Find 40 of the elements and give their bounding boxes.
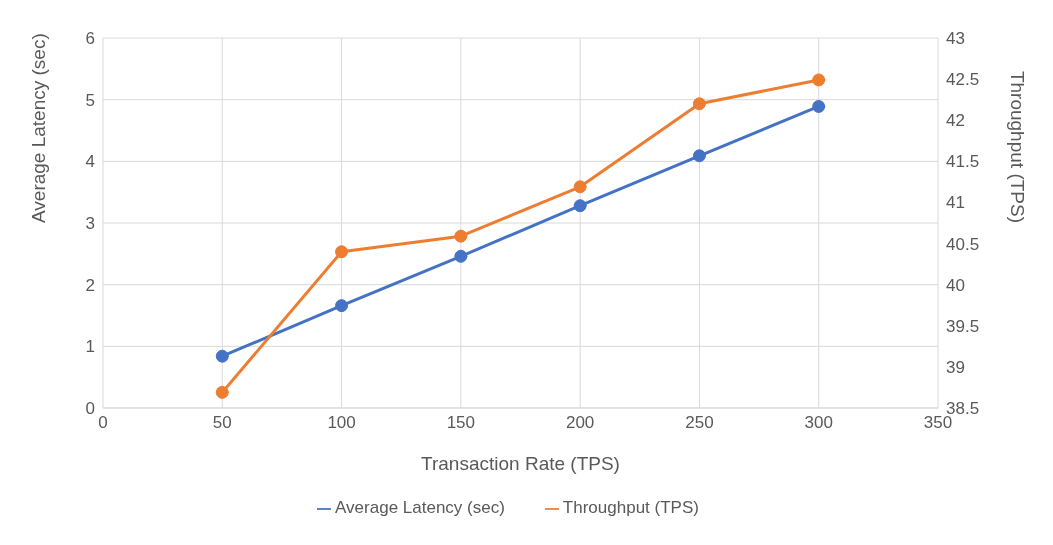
- point: [573, 199, 587, 213]
- y-tick-label: 1: [85, 337, 95, 357]
- x-tick-label: 150: [446, 413, 476, 433]
- y2-tick-label: 41: [946, 193, 965, 213]
- y-tick-label: 2: [85, 275, 95, 295]
- y2-tick-label: 42.5: [946, 70, 980, 90]
- point: [812, 73, 826, 87]
- point: [335, 299, 349, 313]
- point: [812, 99, 826, 113]
- y2-tick-label: 39: [946, 357, 965, 377]
- y-tick-label: 3: [85, 214, 95, 234]
- y2-tick-label: 41.5: [946, 152, 980, 172]
- point: [335, 245, 349, 259]
- point: [215, 349, 229, 363]
- point: [215, 385, 229, 399]
- point: [573, 180, 587, 194]
- x-tick-label: 200: [565, 413, 595, 433]
- y-tick-label: 6: [85, 29, 95, 49]
- y2-tick-label: 40.5: [946, 234, 980, 254]
- y2-tick-label: 40: [946, 275, 965, 295]
- y-tick-label: 5: [85, 90, 95, 110]
- x-axis-title: Transaction Rate (TPS): [421, 453, 620, 474]
- point: [692, 97, 706, 111]
- x-tick-label: 250: [685, 413, 714, 433]
- point: [454, 229, 468, 243]
- point: [692, 149, 706, 163]
- y-axis-title: Average Latency (sec): [27, 33, 49, 223]
- x-tick-label: 0: [98, 413, 108, 433]
- point: [454, 249, 468, 263]
- legend-label: Average Latency (sec): [335, 498, 505, 517]
- x-tick-label: 300: [804, 413, 833, 433]
- legend-label: Throughput (TPS): [562, 498, 699, 517]
- y-tick-label: 4: [85, 152, 95, 172]
- y2-axis-title: Throughput (TPS): [1007, 70, 1029, 223]
- y-tick-label: 0: [85, 399, 95, 419]
- y2-tick-label: 42: [946, 111, 965, 131]
- x-tick-label: 50: [212, 413, 232, 433]
- y2-tick-label: 39.5: [946, 316, 980, 336]
- x-tick-label: 100: [327, 413, 356, 433]
- y2-tick-label: 43: [946, 29, 965, 49]
